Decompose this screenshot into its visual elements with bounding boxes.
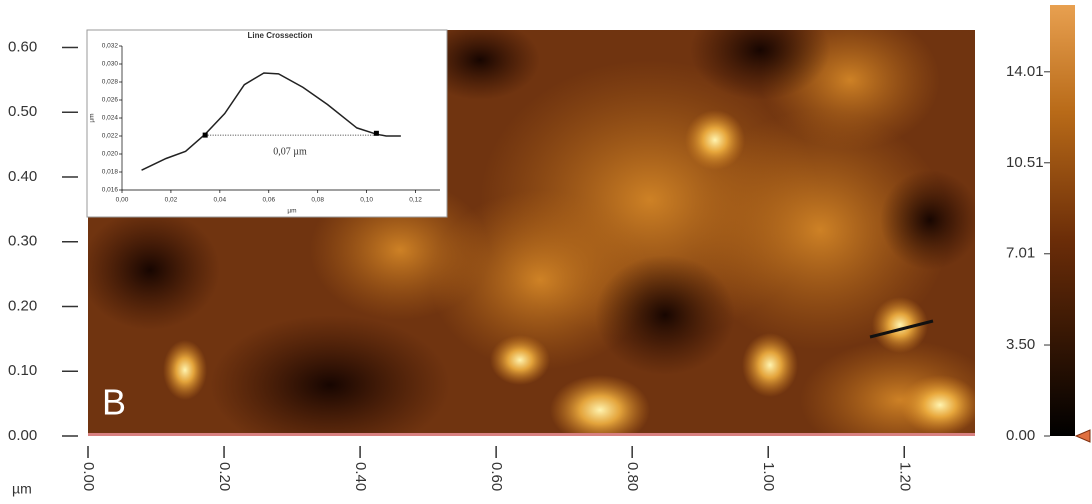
x-tick-label: 1.00	[760, 462, 777, 491]
colorbar-tick-label: 10.51	[1006, 154, 1044, 171]
x-axis-label: µm	[287, 208, 296, 215]
x-tick-label: 0,10	[360, 197, 373, 204]
y-tick-label: 0.40	[8, 168, 37, 185]
x-unit-label: µm	[12, 481, 32, 497]
y-tick-label: 0,022	[102, 133, 119, 140]
y-tick-label: 0,020	[102, 151, 119, 158]
x-tick-label: 0,06	[262, 197, 275, 204]
inset	[87, 30, 447, 217]
x-tick-label: 0,04	[214, 197, 227, 204]
y-tick-label: 0,032	[102, 43, 119, 50]
y-tick-label: 0.20	[8, 297, 37, 314]
y-tick-label: 0.30	[8, 233, 37, 250]
colorbar-tick-label: 14.01	[1006, 63, 1044, 80]
x-tick-label: 0,02	[165, 197, 178, 204]
y-tick-label: 0,018	[102, 169, 119, 176]
y-tick-label: 0,016	[102, 187, 119, 194]
y-tick-label: 0,024	[102, 115, 119, 122]
distance-label: 0,07 µm	[273, 146, 307, 157]
x-tick-label: 0.00	[80, 462, 97, 491]
x-tick-label: 1.20	[896, 462, 913, 491]
x-tick-label: 0.40	[352, 462, 369, 491]
y-tick-label: 0,028	[102, 79, 119, 86]
y-tick-label: 0.00	[8, 427, 37, 444]
y-tick-label: 0,030	[102, 61, 119, 68]
figure: µm 0.00 0.10 0.20 0.30 0.40 0.50 0.60 0.00 0.20 0…	[0, 0, 1092, 504]
cursor-marker	[374, 131, 379, 136]
cursor-marker	[203, 133, 208, 138]
y-tick-label: 0.60	[8, 38, 37, 55]
colorbar-pointer	[1076, 430, 1090, 442]
colorbar-tick-label: 3.50	[1006, 336, 1035, 353]
y-tick-label: 0.50	[8, 103, 37, 120]
y-tick-label: 0.10	[8, 362, 37, 379]
x-tick-label: 0,08	[311, 197, 324, 204]
y-tick-label: 0,026	[102, 97, 119, 104]
colorbar-tick-label: 0.00	[1006, 427, 1035, 444]
x-tick-label: 0.80	[624, 462, 641, 491]
y-axis-label: µm	[89, 113, 96, 122]
x-tick-label: 0.60	[488, 462, 505, 491]
colorbar	[1050, 5, 1075, 436]
colorbar-tick-label: 7.01	[1006, 245, 1035, 262]
x-tick-label: 0,12	[409, 197, 422, 204]
panel-label: B	[102, 382, 126, 423]
x-tick-label: 0.20	[216, 462, 233, 491]
inset-title: Line Crossection	[248, 31, 313, 40]
x-tick-label: 0,00	[116, 197, 129, 204]
